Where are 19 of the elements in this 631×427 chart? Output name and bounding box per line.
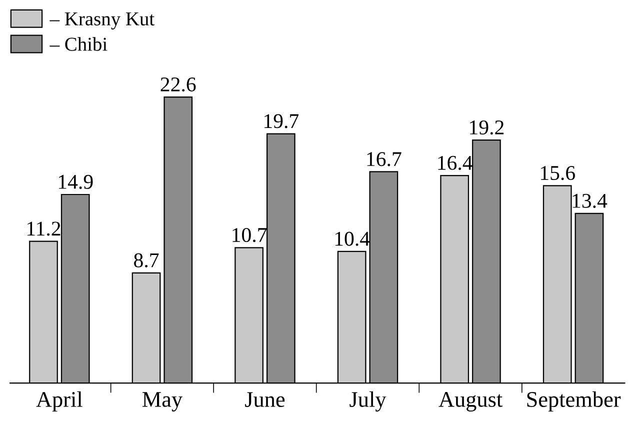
data-label: 13.4 (572, 194, 608, 208)
data-label: 11.2 (27, 222, 60, 236)
data-label: 10.4 (335, 232, 370, 246)
x-tick-label: July (350, 391, 386, 412)
data-label: 15.6 (540, 166, 575, 180)
data-label: 19.2 (470, 120, 504, 135)
data-label: 22.6 (160, 77, 196, 92)
data-label: 16.7 (367, 152, 402, 166)
legend-label: – Chibi (50, 37, 108, 51)
x-tick-label: September (527, 391, 621, 412)
legend-label: – Krasny Kut (50, 12, 154, 30)
data-label: 19.7 (264, 114, 299, 128)
x-tick-label: June (245, 392, 285, 407)
x-tick-label: May (142, 392, 182, 412)
data-label: 8.7 (134, 253, 159, 268)
data-label: 10.7 (232, 228, 267, 242)
x-tick-label: April (36, 391, 82, 412)
x-tick-label: August (438, 392, 502, 412)
data-label: 14.9 (58, 174, 93, 189)
